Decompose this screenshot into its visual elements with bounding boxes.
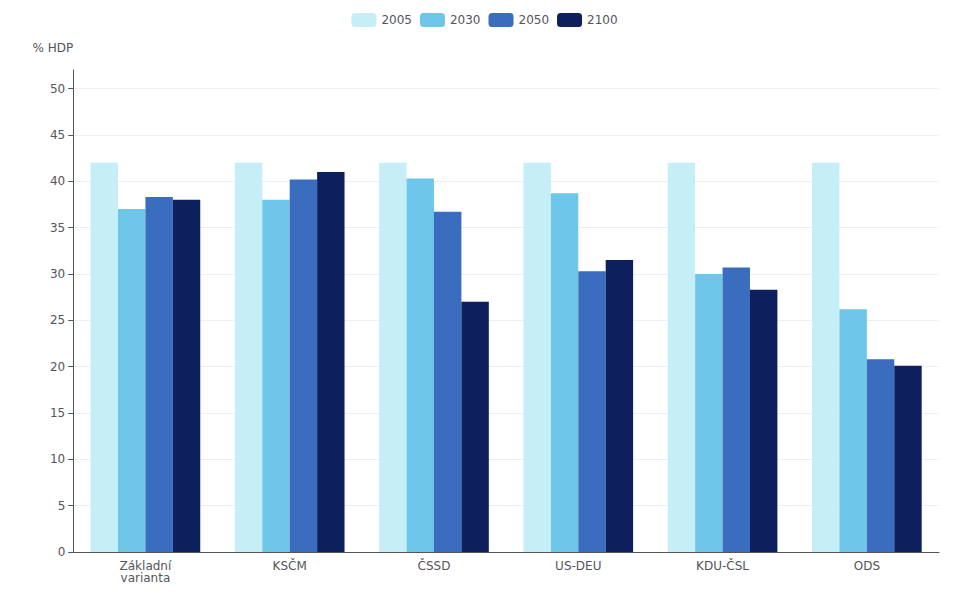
svg-text:5: 5 [58,499,66,513]
svg-text:35: 35 [50,221,65,235]
svg-text:2030: 2030 [450,13,481,27]
svg-text:2005: 2005 [381,13,412,27]
svg-text:KDU-ČSL: KDU-ČSL [696,558,749,573]
svg-text:20: 20 [50,360,65,374]
svg-text:45: 45 [50,128,65,142]
svg-text:US-DEU: US-DEU [555,559,601,573]
svg-text:2100: 2100 [587,13,618,27]
svg-text:% HDP: % HDP [33,41,74,55]
svg-text:40: 40 [50,174,65,188]
svg-text:0: 0 [58,545,66,559]
svg-text:50: 50 [50,82,65,96]
svg-text:ČSSD: ČSSD [418,558,451,573]
svg-text:25: 25 [50,313,65,327]
svg-text:10: 10 [50,452,65,466]
svg-text:30: 30 [50,267,65,281]
svg-text:Základní: Základní [119,559,172,573]
svg-text:KSČM: KSČM [273,558,307,573]
svg-text:15: 15 [50,406,65,420]
svg-text:varianta: varianta [121,571,171,585]
svg-text:2050: 2050 [519,13,550,27]
svg-text:ODS: ODS [854,559,880,573]
